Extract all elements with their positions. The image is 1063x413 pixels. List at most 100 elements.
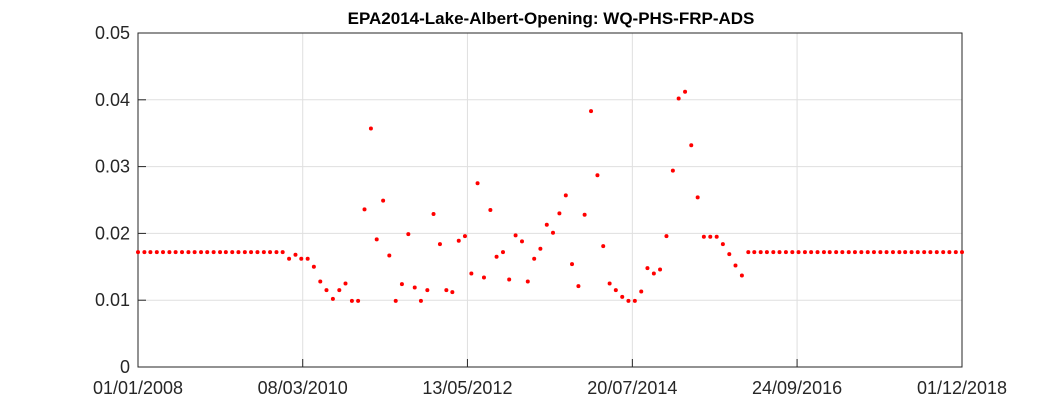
data-point xyxy=(450,290,455,295)
data-point xyxy=(714,234,719,239)
data-point xyxy=(425,288,430,293)
data-point xyxy=(796,250,801,255)
grid-lines xyxy=(137,32,963,368)
data-point xyxy=(381,198,386,203)
data-point xyxy=(356,298,361,303)
data-point xyxy=(601,244,606,249)
data-point xyxy=(211,250,216,255)
x-tick-label: 01/12/2018 xyxy=(917,378,1007,398)
x-tick-label: 08/03/2010 xyxy=(258,378,348,398)
data-point xyxy=(595,173,600,178)
y-tick-label: 0 xyxy=(120,357,130,377)
data-point xyxy=(431,212,436,217)
plot-area xyxy=(137,32,963,368)
data-point xyxy=(557,211,562,216)
x-tick-label: 24/09/2016 xyxy=(752,378,842,398)
data-point xyxy=(764,250,769,255)
data-point xyxy=(890,250,895,255)
data-point xyxy=(834,250,839,255)
data-point xyxy=(953,250,958,255)
data-point xyxy=(362,207,367,212)
data-point xyxy=(500,250,505,255)
data-point xyxy=(255,250,260,255)
data-point xyxy=(173,250,178,255)
data-point xyxy=(469,271,474,276)
data-point xyxy=(387,253,392,258)
data-point xyxy=(218,250,223,255)
data-point xyxy=(941,250,946,255)
data-point xyxy=(513,233,518,238)
data-point xyxy=(852,250,857,255)
data-point xyxy=(695,195,700,200)
data-point xyxy=(205,250,210,255)
data-point xyxy=(311,264,316,269)
data-point xyxy=(626,298,631,303)
data-point xyxy=(960,250,964,255)
data-point xyxy=(865,250,870,255)
data-point xyxy=(613,288,618,293)
data-point xyxy=(324,288,329,293)
data-point xyxy=(148,250,153,255)
y-tick-label: 0.03 xyxy=(95,157,130,177)
data-point xyxy=(846,250,851,255)
data-point xyxy=(456,238,461,243)
data-point xyxy=(897,250,902,255)
data-point xyxy=(462,234,467,239)
data-point xyxy=(544,222,549,227)
data-point xyxy=(620,294,625,299)
data-point xyxy=(821,250,826,255)
data-point xyxy=(670,168,675,173)
data-point xyxy=(589,109,594,114)
data-point xyxy=(161,250,166,255)
data-point xyxy=(287,256,292,261)
data-point xyxy=(268,250,273,255)
data-point xyxy=(406,232,411,237)
axis-ticks: 01/01/2008 08/03/2010 13/05/2012 20/07/2014… xyxy=(93,23,1007,398)
data-point xyxy=(550,230,555,235)
data-point xyxy=(199,250,204,255)
y-tick-label: 0.02 xyxy=(95,223,130,243)
data-point xyxy=(570,262,575,267)
data-point xyxy=(488,208,493,213)
data-point xyxy=(903,250,908,255)
data-point xyxy=(374,237,379,242)
data-point xyxy=(437,242,442,247)
x-tick-label: 20/07/2014 xyxy=(587,378,677,398)
data-point xyxy=(922,250,927,255)
data-point xyxy=(815,250,820,255)
data-point xyxy=(645,266,650,271)
data-point xyxy=(393,298,398,303)
data-points xyxy=(136,89,964,303)
data-point xyxy=(639,289,644,294)
y-tick-label: 0.01 xyxy=(95,290,130,310)
data-point xyxy=(758,250,763,255)
data-point xyxy=(519,239,524,244)
data-point xyxy=(330,296,335,301)
y-tick-label: 0.04 xyxy=(95,90,130,110)
data-point xyxy=(230,250,235,255)
data-point xyxy=(827,250,832,255)
data-point xyxy=(236,250,241,255)
data-point xyxy=(840,250,845,255)
data-point xyxy=(632,298,637,303)
data-point xyxy=(658,267,663,272)
data-point xyxy=(154,250,159,255)
data-point xyxy=(582,212,587,217)
data-point xyxy=(802,250,807,255)
data-point xyxy=(859,250,864,255)
data-point xyxy=(412,285,417,290)
data-point xyxy=(249,250,254,255)
data-point xyxy=(418,298,423,303)
data-point xyxy=(708,234,713,239)
data-point xyxy=(337,288,342,293)
x-tick-label: 13/05/2012 xyxy=(422,378,512,398)
data-point xyxy=(343,281,348,286)
data-point xyxy=(136,250,140,255)
data-point xyxy=(947,250,952,255)
data-point xyxy=(739,273,744,278)
data-point xyxy=(261,250,266,255)
data-point xyxy=(878,250,883,255)
data-point xyxy=(349,298,354,303)
data-point xyxy=(809,250,814,255)
